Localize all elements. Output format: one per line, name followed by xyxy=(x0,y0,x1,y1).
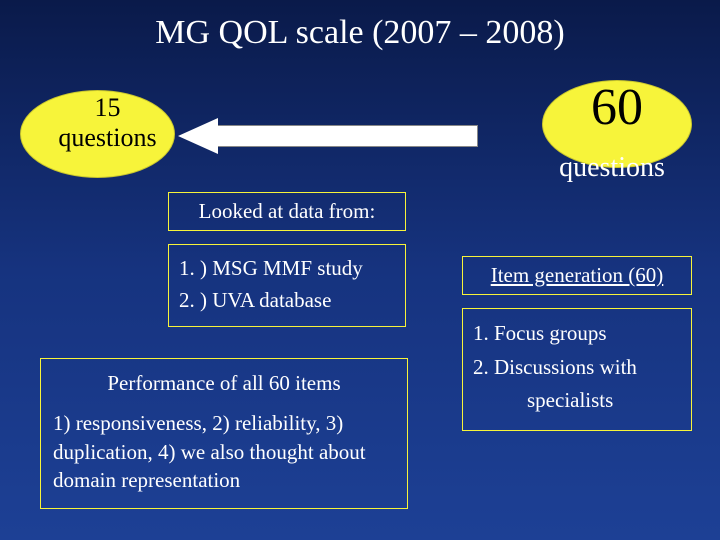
box-item-generation: Item generation (60) xyxy=(462,256,692,295)
ellipse-right-number: 60 xyxy=(562,78,672,137)
ellipse-left-line1: 15 xyxy=(95,93,121,122)
box-studies: 1. ) MSG MMF study 2. ) UVA database xyxy=(168,244,406,327)
box-performance: Performance of all 60 items 1) responsiv… xyxy=(40,358,408,509)
performance-body: 1) responsiveness, 2) reliability, 3) du… xyxy=(53,411,366,492)
box-methods: 1. Focus groups 2. Discussions with spec… xyxy=(462,308,692,431)
arrow-head xyxy=(178,118,218,154)
arrow-left-icon xyxy=(178,118,478,154)
study-1: 1. ) MSG MMF study xyxy=(179,253,395,285)
method-1: 1. Focus groups xyxy=(473,321,607,345)
ellipse-left-line2: questions xyxy=(58,123,156,152)
method-2-line1: 2. Discussions with xyxy=(473,351,681,385)
ellipse-right-label: questions xyxy=(522,152,702,184)
box-looked-at-data: Looked at data from: xyxy=(168,192,406,231)
performance-header: Performance of all 60 items xyxy=(53,369,395,397)
method-2-line2: specialists xyxy=(473,384,681,418)
arrow-shaft xyxy=(214,125,478,147)
slide-title: MG QOL scale (2007 – 2008) xyxy=(0,14,720,52)
study-2: 2. ) UVA database xyxy=(179,285,395,317)
ellipse-15-questions-label: 15 questions xyxy=(40,93,175,153)
